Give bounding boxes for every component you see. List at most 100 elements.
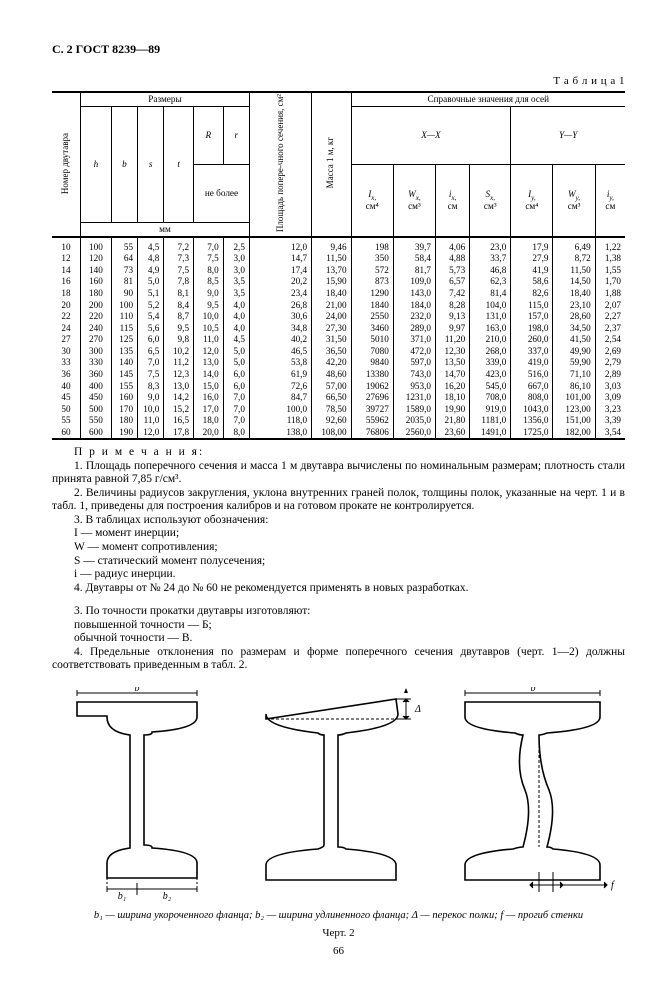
table-cell: 39727 xyxy=(351,403,393,415)
table-row: 363601457,512,314,06,061,948,6013380743,… xyxy=(52,369,625,381)
table-cell: 200 xyxy=(81,299,112,311)
col-mass: Масса 1 м, кг xyxy=(326,137,336,188)
table-cell: 7,3 xyxy=(164,253,194,265)
table-cell: 1725,0 xyxy=(511,426,553,439)
table-cell: 5,2 xyxy=(138,299,164,311)
table-cell: 708,0 xyxy=(470,392,511,404)
table-cell: 26,8 xyxy=(249,299,311,311)
table-cell: 210,0 xyxy=(470,334,511,346)
table-cell: 9,5 xyxy=(164,322,194,334)
table-cell: 232,0 xyxy=(393,311,435,323)
table-cell: 10,0 xyxy=(138,403,164,415)
table-cell: 120 xyxy=(81,253,112,265)
table-cell: 13,0 xyxy=(164,380,194,392)
col-ref: Справочные значения для осей xyxy=(351,92,625,106)
table-cell: 472,0 xyxy=(393,345,435,357)
table-cell: 220 xyxy=(81,311,112,323)
table-cell: 260,0 xyxy=(511,334,553,346)
table-cell: 58,4 xyxy=(393,253,435,265)
data-table: Номер двутавра Размеры Площадь попере-чн… xyxy=(52,91,625,440)
table-cell: 8,0 xyxy=(194,264,224,276)
table-cell: 6,0 xyxy=(223,369,249,381)
table-cell: 155 xyxy=(111,380,137,392)
table-cell: 78,50 xyxy=(312,403,352,415)
table-cell: 8,1 xyxy=(164,287,194,299)
table-cell: 14 xyxy=(52,264,81,276)
table-cell: 45 xyxy=(52,392,81,404)
table-cell: 5,0 xyxy=(223,345,249,357)
table-cell: 7,5 xyxy=(164,264,194,276)
table-cell: 2560,0 xyxy=(393,426,435,439)
table-cell: 12 xyxy=(52,253,81,265)
table-cell: 20,2 xyxy=(249,276,311,288)
table-cell: 12,0 xyxy=(194,345,224,357)
table-cell: 330 xyxy=(81,357,112,369)
table-cell: 350 xyxy=(351,253,393,265)
table-cell: 3,5 xyxy=(223,276,249,288)
table-cell: 1290 xyxy=(351,287,393,299)
table-cell: 17,0 xyxy=(194,403,224,415)
table-label: Т а б л и ц а 1 xyxy=(52,75,625,87)
table-row: 16160815,07,88,53,520,215,90873109,06,57… xyxy=(52,276,625,288)
table-row: 202001005,28,49,54,026,821,001840184,08,… xyxy=(52,299,625,311)
table-row: 222201105,48,710,04,030,624,002550232,09… xyxy=(52,311,625,323)
table-cell: 22 xyxy=(52,311,81,323)
table-cell: 145 xyxy=(111,369,137,381)
table-cell: 1840 xyxy=(351,299,393,311)
table-cell: 104,0 xyxy=(470,299,511,311)
table-row: 272701256,09,811,04,540,231,505010371,01… xyxy=(52,334,625,346)
table-cell: 3,5 xyxy=(223,287,249,299)
table-cell: 400 xyxy=(81,380,112,392)
table-cell: 3,0 xyxy=(223,264,249,276)
table-cell: 72,6 xyxy=(249,380,311,392)
table-cell: 13,0 xyxy=(194,357,224,369)
table-cell: 49,90 xyxy=(553,345,595,357)
table-cell: 1356,0 xyxy=(511,415,553,427)
table-cell: 100,0 xyxy=(249,403,311,415)
table-cell: 18,10 xyxy=(436,392,470,404)
table-cell: 15,2 xyxy=(164,403,194,415)
svg-text:b: b xyxy=(135,687,140,694)
table-row: 6060019012,017,820,08,0138,0108,00768062… xyxy=(52,426,625,439)
table-cell: 10,5 xyxy=(194,322,224,334)
table-cell: 3,39 xyxy=(595,415,625,427)
table-cell: 9,13 xyxy=(436,311,470,323)
table-cell: 16,5 xyxy=(164,415,194,427)
table-cell: 6,49 xyxy=(553,237,595,253)
table-cell: 9,0 xyxy=(138,392,164,404)
table-cell: 18,0 xyxy=(194,415,224,427)
page-header: С. 2 ГОСТ 8239—89 xyxy=(52,42,625,57)
table-cell: 41,9 xyxy=(511,264,553,276)
table-cell: 2,69 xyxy=(595,345,625,357)
table-cell: 4,0 xyxy=(223,311,249,323)
table-cell: 7,0 xyxy=(194,237,224,253)
col-num: Номер двутавра xyxy=(61,133,71,194)
table-cell: 4,0 xyxy=(223,299,249,311)
table-cell: 131,0 xyxy=(470,311,511,323)
table-head: Номер двутавра Размеры Площадь попере-чн… xyxy=(52,92,625,237)
table-cell: 423,0 xyxy=(470,369,511,381)
table-cell: 55 xyxy=(111,237,137,253)
table-cell: 545,0 xyxy=(470,380,511,392)
table-cell: 135 xyxy=(111,345,137,357)
table-cell: 34,8 xyxy=(249,322,311,334)
table-cell: 268,0 xyxy=(470,345,511,357)
table-cell: 17,9 xyxy=(511,237,553,253)
table-cell: 180 xyxy=(81,287,112,299)
table-cell: 8,5 xyxy=(194,276,224,288)
table-cell: 3460 xyxy=(351,322,393,334)
table-cell: 33 xyxy=(52,357,81,369)
table-cell: 2,07 xyxy=(595,299,625,311)
table-cell: 2,79 xyxy=(595,357,625,369)
table-cell: 600 xyxy=(81,426,112,439)
col-area: Площадь попере-чного сечения, см² xyxy=(276,94,286,232)
table-cell: 27696 xyxy=(351,392,393,404)
table-cell: 597,0 xyxy=(393,357,435,369)
table-cell: 46,5 xyxy=(249,345,311,357)
table-cell: 18 xyxy=(52,287,81,299)
table-row: 404001558,313,015,06,072,657,0019062953,… xyxy=(52,380,625,392)
table-cell: 953,0 xyxy=(393,380,435,392)
table-cell: 18,40 xyxy=(553,287,595,299)
table-cell: 100 xyxy=(81,237,112,253)
table-cell: 9,0 xyxy=(194,287,224,299)
